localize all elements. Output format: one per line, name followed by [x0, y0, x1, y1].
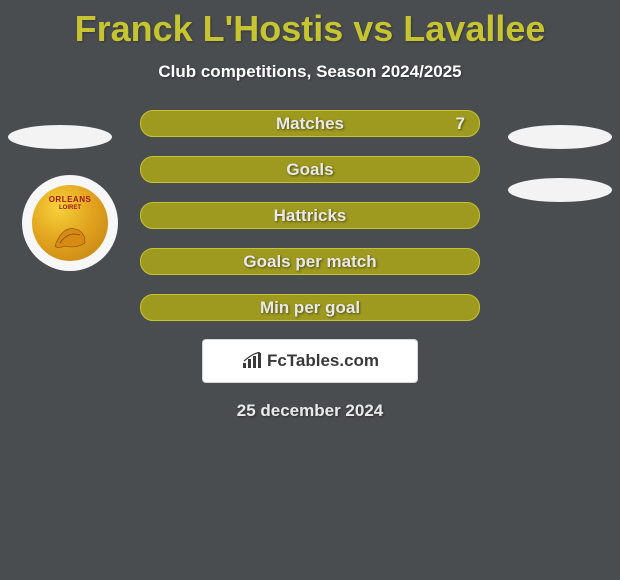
stat-label: Hattricks	[274, 206, 347, 226]
club-badge: ORLEANS LOIRET	[32, 185, 108, 261]
branding-box: FcTables.com	[202, 339, 418, 383]
player-right-ellipse-1	[508, 125, 612, 149]
branding-text: FcTables.com	[267, 351, 379, 371]
badge-line2: LOIRET	[32, 205, 108, 211]
player-left-ellipse-1	[8, 125, 112, 149]
subtitle: Club competitions, Season 2024/2025	[0, 62, 620, 82]
stat-right-value: 7	[456, 114, 465, 134]
badge-line1: ORLEANS	[32, 195, 108, 204]
date-text: 25 december 2024	[0, 401, 620, 421]
stat-row-min-per-goal: Min per goal	[140, 294, 480, 321]
stat-row-goals: Goals	[140, 156, 480, 183]
club-badge-container: ORLEANS LOIRET	[22, 175, 118, 271]
page-title: Franck L'Hostis vs Lavallee	[0, 0, 620, 50]
stat-label: Goals per match	[243, 252, 376, 272]
stat-label: Goals	[286, 160, 333, 180]
badge-leaf-icon	[50, 221, 90, 251]
chart-icon	[241, 352, 263, 370]
stat-label: Min per goal	[260, 298, 360, 318]
player-right-ellipse-2	[508, 178, 612, 202]
stat-row-hattricks: Hattricks	[140, 202, 480, 229]
stat-label: Matches	[276, 114, 344, 134]
stat-row-goals-per-match: Goals per match	[140, 248, 480, 275]
stat-row-matches: Matches 7	[140, 110, 480, 137]
